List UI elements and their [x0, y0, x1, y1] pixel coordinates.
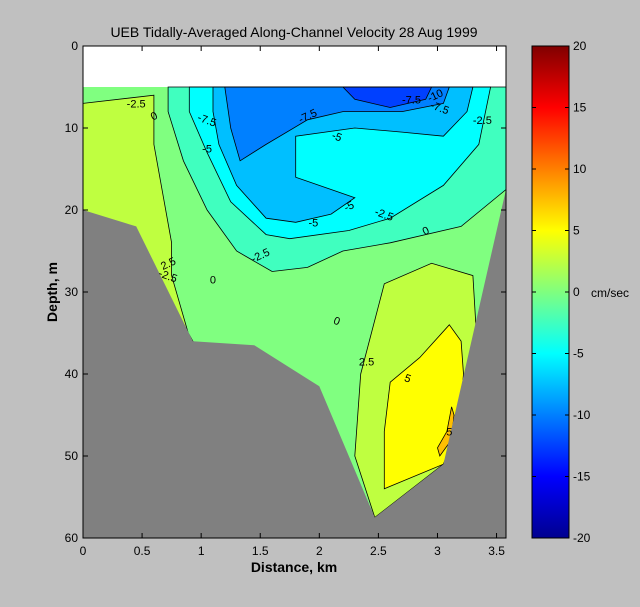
contour-line [224, 86, 450, 162]
colorbar-tick-label: 20 [573, 39, 587, 53]
x-tick-label: 3.5 [488, 544, 505, 558]
colorbar-label: cm/sec [591, 286, 629, 300]
x-tick-label: 3 [434, 544, 441, 558]
y-tick-label: 0 [71, 39, 78, 53]
contour-label: 0 [421, 225, 432, 238]
colorbar: 20 15 10 5 0 -5 -10 -15 -20 cm/sec [531, 39, 629, 545]
contour-label: 0 [149, 110, 160, 123]
colorbar-tick-label: 10 [573, 162, 587, 176]
x-tick-label: 1 [198, 544, 205, 558]
contour-lines [83, 86, 506, 519]
y-tick-label: 30 [65, 285, 79, 299]
x-tick-label: 0 [80, 544, 87, 558]
contour-label: 2.5 [359, 357, 374, 369]
contour-label: -2.5 [473, 115, 492, 127]
colorbar-tick-label: -15 [573, 470, 591, 484]
y-axis-label: Depth, m [44, 262, 60, 322]
contour-label: -5 [330, 130, 343, 145]
contour-label: -7.5 [402, 94, 421, 106]
contour-line [383, 324, 464, 490]
contour-line [167, 86, 506, 272]
contour-region [437, 406, 454, 456]
bottom-terrain [83, 189, 506, 538]
x-tick-label: 2.5 [370, 544, 387, 558]
contour-line [212, 86, 474, 223]
colorbar-tick-label: 0 [573, 285, 580, 299]
contour-line [188, 86, 492, 240]
contour-region [342, 87, 432, 108]
contour-label: -5 [202, 144, 212, 156]
x-tick-label: 0.5 [134, 544, 151, 558]
colorbar-tick-label: 15 [573, 101, 587, 115]
contour-label: 0 [210, 275, 216, 287]
colorbar-ticks: 20 15 10 5 0 -5 -10 -15 -20 [532, 39, 591, 545]
y-tick-label: 50 [65, 449, 79, 463]
y-tick-label: 60 [65, 531, 79, 545]
y-tick-label: 20 [65, 203, 79, 217]
y-tick-label: 40 [65, 367, 79, 381]
contour-fill-regions [83, 87, 506, 538]
plot-area: -2.50 -7.5-5-7.5-5-7.5 -10-7.5-2.5-5 -2.5-5… [65, 39, 507, 558]
y-tick-label: 10 [65, 121, 79, 135]
x-tick-label: 2 [316, 544, 323, 558]
contour-label: 0 [332, 315, 342, 328]
x-tick-label: 1.5 [252, 544, 269, 558]
x-axis-label: Distance, km [251, 559, 337, 575]
colorbar-tick-label: 5 [573, 224, 580, 238]
channel-bottom [83, 189, 506, 538]
contour-label: -2.5 [127, 98, 146, 110]
contour-label: 2.5 [159, 256, 178, 273]
colorbar-tick-label: -5 [573, 347, 584, 361]
colorbar-tick-label: -10 [573, 408, 591, 422]
contour-line [437, 406, 455, 457]
contour-label: 5 [446, 426, 452, 438]
colorbar-tick-label: -20 [573, 531, 591, 545]
contour-label: -5 [309, 217, 319, 229]
x-axis-ticks: 0 0.5 1 1.5 2 2.5 3 3.5 [80, 46, 505, 558]
contour-label: -5 [342, 199, 356, 214]
contour-line [341, 86, 433, 108]
chart-title: UEB Tidally-Averaged Along-Channel Veloc… [110, 24, 477, 40]
colorbar-gradient [531, 45, 570, 539]
contour-label: 5 [403, 372, 413, 385]
